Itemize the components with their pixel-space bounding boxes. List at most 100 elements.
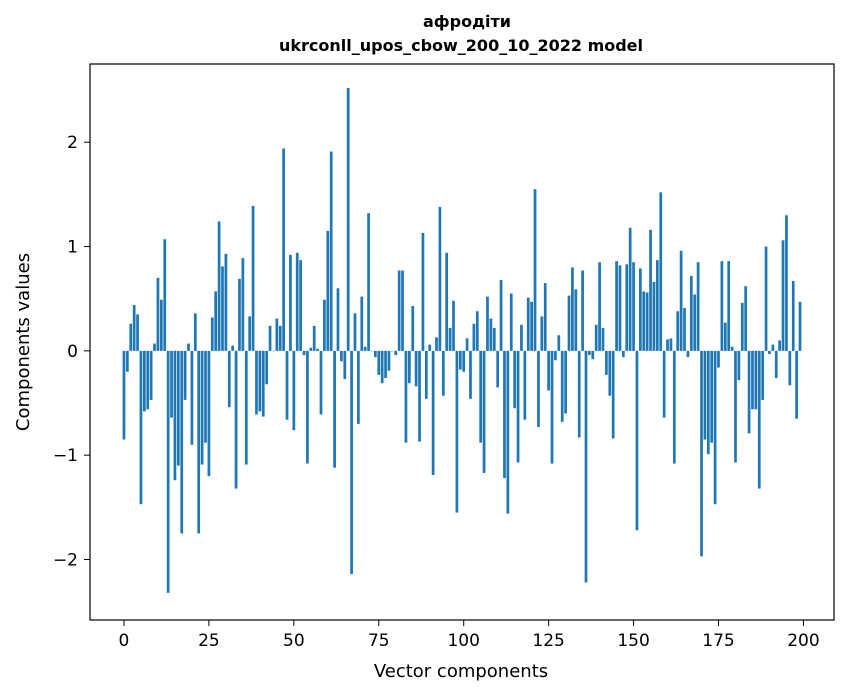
bar-128 (557, 335, 561, 351)
bar-61 (329, 151, 333, 351)
bar-42 (265, 350, 269, 385)
bar-77 (384, 350, 387, 378)
bar-82 (401, 270, 404, 351)
bar-145 (615, 261, 618, 351)
bar-186 (754, 350, 758, 410)
bar-104 (475, 311, 479, 351)
bar-23 (200, 350, 204, 465)
bar-180 (734, 350, 737, 463)
bar-88 (421, 232, 425, 351)
bar-69 (357, 350, 360, 424)
bar-87 (418, 350, 421, 442)
bar-68 (353, 313, 357, 351)
bar-47 (282, 148, 285, 351)
bar-24 (204, 350, 207, 443)
bar-63 (336, 288, 340, 351)
bar-140 (598, 262, 601, 351)
bar-178 (727, 261, 731, 351)
bar-34 (238, 278, 241, 351)
bar-110 (496, 350, 500, 388)
bar-199 (798, 301, 802, 351)
bar-30 (224, 253, 228, 351)
bar-81 (397, 270, 401, 351)
bar-116 (516, 350, 520, 463)
bar-150 (632, 262, 635, 351)
bar-20 (190, 350, 194, 445)
bar-4 (136, 314, 139, 351)
bar-164 (679, 250, 683, 351)
bar-129 (560, 350, 564, 422)
x-tick-label: 25 (198, 631, 220, 651)
bar-66 (346, 87, 350, 351)
bar-55 (309, 347, 313, 351)
bar-91 (431, 350, 435, 476)
bar-40 (258, 350, 262, 412)
x-axis-label: Vector components (374, 661, 548, 682)
bar-132 (571, 267, 574, 351)
bar-70 (360, 296, 364, 351)
bar-134 (577, 350, 581, 438)
bar-93 (438, 206, 442, 351)
bar-144 (611, 350, 615, 439)
bar-166 (686, 350, 690, 358)
bar-170 (700, 350, 703, 557)
bar-123 (540, 316, 544, 351)
bar-184 (747, 350, 751, 434)
y-axis-label: Components values (13, 253, 34, 431)
bar-183 (744, 286, 748, 351)
bar-95 (445, 252, 449, 351)
bar-49 (289, 254, 292, 351)
bar-33 (234, 350, 238, 489)
x-tick-label: 150 (617, 631, 649, 651)
x-tick-label: 75 (368, 631, 390, 651)
bar-100 (462, 350, 466, 372)
bar-126 (550, 350, 554, 464)
bar-9 (153, 343, 156, 351)
bar-130 (564, 350, 567, 414)
bar-60 (326, 230, 330, 351)
bar-7 (146, 350, 150, 410)
bar-195 (785, 215, 788, 351)
bar-122 (537, 350, 540, 428)
bar-172 (706, 350, 710, 455)
bar-28 (217, 221, 221, 351)
bar-159 (662, 350, 666, 418)
bar-35 (241, 258, 245, 351)
bar-99 (458, 350, 462, 370)
bar-160 (666, 339, 669, 351)
bar-84 (407, 350, 411, 384)
y-tick-label: 0 (67, 342, 78, 362)
bar-161 (669, 338, 673, 351)
bar-112 (503, 350, 506, 479)
bar-94 (441, 350, 445, 396)
bar-111 (499, 279, 503, 351)
bar-139 (594, 324, 598, 351)
bar-197 (791, 280, 795, 351)
bar-64 (340, 350, 343, 362)
bar-114 (509, 293, 513, 351)
bar-13 (166, 350, 170, 593)
bar-193 (778, 340, 781, 351)
bar-21 (193, 313, 197, 351)
bar-169 (696, 262, 700, 351)
bar-62 (333, 350, 336, 468)
bar-90 (428, 344, 432, 351)
bar-25 (207, 350, 211, 477)
bar-131 (567, 295, 571, 351)
bar-38 (251, 205, 255, 351)
bar-198 (795, 350, 798, 419)
bar-15 (173, 350, 177, 481)
bar-120 (530, 301, 533, 351)
bar-75 (377, 350, 381, 375)
bar-137 (588, 350, 591, 356)
bar-115 (513, 350, 517, 409)
bar-37 (248, 316, 252, 351)
bar-106 (482, 350, 486, 473)
bar-89 (424, 350, 428, 399)
bar-43 (268, 325, 272, 351)
bar-51 (295, 252, 299, 351)
bar-56 (312, 325, 316, 351)
bar-167 (689, 275, 693, 351)
bar-192 (774, 350, 778, 378)
bar-133 (574, 289, 578, 351)
